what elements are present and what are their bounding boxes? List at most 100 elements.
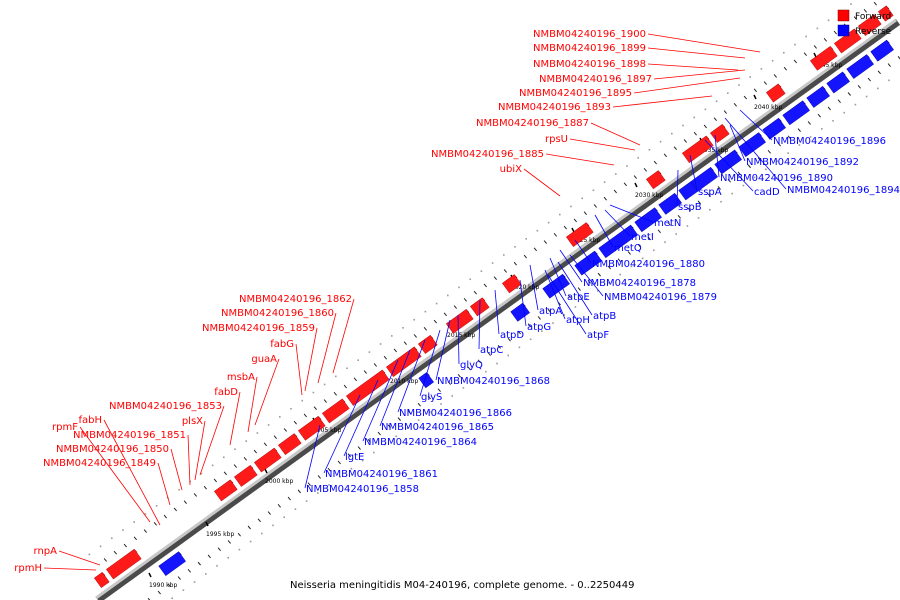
- gene-label-fabh: fabH: [78, 415, 102, 426]
- forward-gene[interactable]: [278, 433, 302, 456]
- forward-gene[interactable]: [710, 123, 730, 143]
- leader-line: [397, 339, 426, 413]
- forward-gene[interactable]: [254, 447, 282, 473]
- forward-gene[interactable]: [766, 83, 786, 103]
- minor-tick: [793, 59, 797, 64]
- forward-gene[interactable]: [502, 274, 522, 294]
- gene-label-nmbm04240196-1880: NMBM04240196_1880: [592, 259, 705, 270]
- gene-label-atpc: atpC: [480, 345, 503, 356]
- reverse-gene[interactable]: [846, 54, 874, 79]
- gene-label-nmbm04240196-1892: NMBM04240196_1892: [746, 157, 859, 168]
- reverse-gene[interactable]: [714, 149, 742, 175]
- forward-gene[interactable]: [106, 548, 142, 580]
- forward-gene[interactable]: [234, 465, 258, 487]
- leader-line: [304, 424, 321, 489]
- minor-tick: [193, 493, 197, 497]
- gene-label-guaa: guaA: [251, 354, 277, 365]
- minor-tick: [877, 70, 881, 75]
- reverse-gene[interactable]: [598, 224, 638, 259]
- minor-tick: [293, 420, 297, 425]
- minor-tick: [507, 337, 511, 342]
- minor-tick: [603, 196, 607, 201]
- minor-tick: [453, 305, 457, 309]
- guide-dot: [585, 298, 588, 300]
- leader-line: [569, 254, 604, 297]
- reverse-gene[interactable]: [762, 117, 786, 140]
- reverse-gene[interactable]: [826, 71, 850, 94]
- forward-gene[interactable]: [878, 5, 894, 22]
- minor-tick: [437, 388, 441, 393]
- forward-gene[interactable]: [834, 28, 862, 54]
- forward-gene[interactable]: [94, 571, 110, 589]
- guide-dot: [402, 327, 404, 329]
- guide-dot: [316, 492, 319, 494]
- forward-gene[interactable]: [386, 346, 422, 378]
- guide-dot: [305, 500, 308, 502]
- leader-line: [419, 329, 441, 397]
- forward-gene[interactable]: [418, 334, 438, 354]
- minor-tick: [533, 247, 537, 252]
- guide-dot: [391, 335, 393, 337]
- guide-dot: [435, 302, 438, 305]
- minor-tick: [693, 131, 697, 136]
- minor-tick: [467, 366, 471, 371]
- forward-gene[interactable]: [322, 398, 350, 424]
- guide-dot: [211, 464, 214, 467]
- tick-mark: [753, 94, 757, 100]
- guide-dot: [260, 532, 263, 535]
- minor-tick: [347, 453, 351, 458]
- gene-label-lgte: lgtE: [345, 452, 364, 463]
- reverse-gene[interactable]: [690, 166, 718, 192]
- reverse-gene[interactable]: [658, 192, 682, 215]
- minor-tick: [687, 207, 691, 212]
- guide-dot: [111, 537, 113, 540]
- tick-mark: [571, 227, 575, 233]
- reverse-gene[interactable]: [510, 302, 530, 322]
- guide-dot: [182, 589, 185, 591]
- gene-label-nmbm04240196-1861: NMBM04240196_1861: [325, 469, 438, 480]
- minor-tick: [143, 529, 147, 533]
- guide-dot: [279, 416, 281, 418]
- guide-dot: [272, 524, 274, 527]
- minor-tick: [317, 475, 321, 479]
- minor-tick: [527, 323, 531, 328]
- forward-gene[interactable]: [810, 45, 838, 71]
- tick-label: 1995 kbp: [206, 531, 234, 538]
- forward-gene[interactable]: [214, 479, 238, 502]
- reverse-gene[interactable]: [418, 372, 434, 389]
- reverse-gene[interactable]: [806, 86, 830, 108]
- minor-tick: [153, 522, 157, 526]
- gene-label-ubix: ubiX: [500, 164, 522, 175]
- forward-gene[interactable]: [858, 14, 882, 37]
- tick-label: 2035 kbp: [700, 147, 728, 154]
- minor-tick: [357, 446, 361, 450]
- guide-dot: [850, 3, 852, 5]
- leader-line: [544, 269, 566, 320]
- minor-tick: [617, 258, 621, 262]
- gene-label-plsx: plsX: [182, 416, 203, 427]
- guide-dot: [514, 246, 516, 248]
- forward-gene[interactable]: [646, 170, 666, 190]
- leader-line: [647, 47, 746, 59]
- guide-dot: [648, 148, 651, 151]
- reverse-gene[interactable]: [158, 551, 186, 577]
- guide-dot: [529, 338, 532, 341]
- gene-label-rnpa: rnpA: [34, 546, 58, 557]
- guide-dot: [245, 440, 248, 442]
- forward-gene[interactable]: [346, 369, 390, 406]
- reverse-gene[interactable]: [870, 39, 894, 62]
- gene-label-nmbm04240196-1893: NMBM04240196_1893: [498, 102, 611, 113]
- minor-tick: [773, 74, 777, 78]
- minor-tick: [723, 110, 727, 114]
- reverse-gene[interactable]: [738, 132, 766, 157]
- minor-tick: [393, 348, 397, 353]
- guide-dot: [428, 411, 431, 413]
- reverse-gene[interactable]: [782, 100, 810, 126]
- forward-gene[interactable]: [566, 222, 594, 247]
- minor-tick: [583, 211, 587, 215]
- gene-label-nmbm04240196-1865: NMBM04240196_1865: [381, 422, 494, 433]
- guide-dot: [805, 35, 808, 38]
- minor-tick: [313, 406, 317, 411]
- leader-line: [170, 448, 183, 491]
- minor-tick: [697, 200, 701, 205]
